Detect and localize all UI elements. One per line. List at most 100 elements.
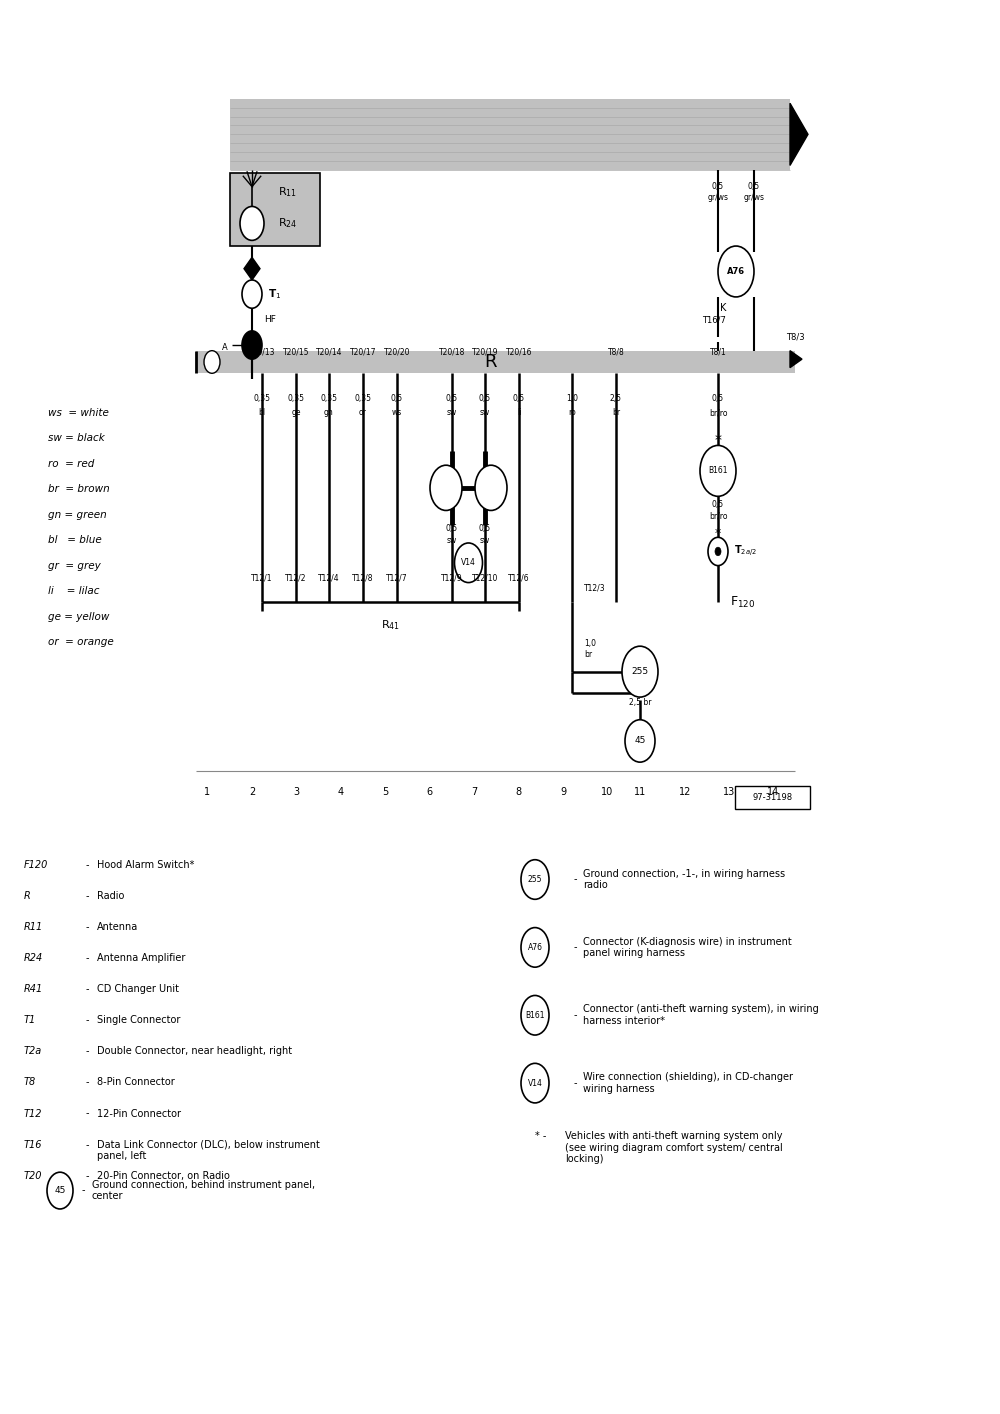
Text: T12/6: T12/6 (508, 574, 530, 583)
Text: sw: sw (480, 409, 490, 417)
Text: br  = brown: br = brown (48, 484, 110, 495)
Circle shape (622, 646, 658, 697)
Text: F$_{120}$: F$_{120}$ (730, 595, 755, 609)
Text: 8-Pin Connector: 8-Pin Connector (97, 1077, 175, 1087)
Text: 4: 4 (338, 786, 344, 797)
Text: T16: T16 (24, 1140, 42, 1150)
Text: ge = yellow: ge = yellow (48, 611, 109, 622)
Text: T12/10: T12/10 (472, 574, 498, 583)
Circle shape (708, 537, 728, 566)
Text: T$_1$: T$_1$ (268, 287, 281, 301)
Text: 14: 14 (767, 786, 779, 797)
Text: bl: bl (258, 409, 266, 417)
Text: -: - (574, 942, 578, 953)
Text: T12/8: T12/8 (352, 574, 374, 583)
Text: 0,5: 0,5 (513, 395, 525, 403)
Text: 255: 255 (631, 667, 649, 676)
Text: 7: 7 (471, 786, 477, 797)
Circle shape (700, 445, 736, 496)
Text: T20/20: T20/20 (384, 348, 410, 356)
Text: 2: 2 (249, 786, 255, 797)
Text: 1,0: 1,0 (566, 395, 578, 403)
Text: R41: R41 (24, 984, 43, 994)
Text: -: - (574, 1077, 578, 1089)
Text: T20/19: T20/19 (472, 348, 498, 356)
Text: 0,35: 0,35 (288, 395, 304, 403)
Text: T12/3: T12/3 (584, 584, 606, 592)
Text: gr/ws: gr/ws (708, 194, 728, 202)
Text: 255: 255 (528, 875, 542, 884)
Text: br: br (612, 409, 620, 417)
Text: Double Connector, near headlight, right: Double Connector, near headlight, right (97, 1046, 292, 1056)
Text: 1: 1 (204, 786, 210, 797)
Circle shape (521, 928, 549, 967)
Text: gr  = grey: gr = grey (48, 560, 101, 571)
Text: 0,35: 0,35 (354, 395, 372, 403)
Text: 45: 45 (54, 1186, 66, 1195)
Text: -: - (82, 1185, 86, 1196)
FancyBboxPatch shape (230, 173, 320, 246)
Text: T12/4: T12/4 (318, 574, 340, 583)
Text: 0,5: 0,5 (446, 525, 458, 533)
Circle shape (47, 1172, 73, 1209)
Polygon shape (790, 103, 808, 165)
Text: Radio: Radio (97, 891, 124, 901)
Circle shape (475, 465, 507, 510)
Text: T12/1: T12/1 (251, 574, 273, 583)
Text: Hood Alarm Switch*: Hood Alarm Switch* (97, 860, 194, 870)
Text: bl   = blue: bl = blue (48, 534, 102, 546)
Text: CD Changer Unit: CD Changer Unit (97, 984, 179, 994)
Text: R11: R11 (24, 922, 43, 932)
Text: 5: 5 (382, 786, 388, 797)
Text: 0,35: 0,35 (254, 395, 270, 403)
Text: V14: V14 (528, 1079, 542, 1087)
Polygon shape (790, 351, 802, 368)
Text: -: - (574, 1010, 578, 1021)
Text: Antenna Amplifier: Antenna Amplifier (97, 953, 185, 963)
Text: *: * (715, 526, 721, 540)
Text: 45: 45 (634, 737, 646, 745)
Text: -: - (86, 922, 90, 932)
Text: 0,5: 0,5 (479, 525, 491, 533)
Text: 0,5: 0,5 (446, 395, 458, 403)
Text: ws  = white: ws = white (48, 407, 109, 419)
Text: 11: 11 (634, 786, 646, 797)
Polygon shape (244, 257, 260, 280)
Circle shape (430, 465, 462, 510)
Text: V14: V14 (461, 559, 476, 567)
Text: 0,5: 0,5 (712, 395, 724, 403)
FancyBboxPatch shape (196, 351, 795, 373)
Text: 0,5: 0,5 (712, 182, 724, 191)
Text: T1: T1 (24, 1015, 36, 1025)
Text: 9: 9 (560, 786, 566, 797)
Circle shape (521, 1063, 549, 1103)
Circle shape (715, 547, 721, 556)
Text: -: - (86, 984, 90, 994)
Text: 8: 8 (515, 786, 521, 797)
Text: -: - (86, 953, 90, 963)
Circle shape (250, 271, 254, 277)
Text: gr/ws: gr/ws (744, 194, 765, 202)
Circle shape (204, 351, 220, 373)
Circle shape (625, 720, 655, 762)
Text: Single Connector: Single Connector (97, 1015, 180, 1025)
Text: Vehicles with anti-theft warning system only
(see wiring diagram comfort system/: Vehicles with anti-theft warning system … (565, 1131, 783, 1164)
Text: 0,35: 0,35 (320, 395, 338, 403)
Text: T8/8: T8/8 (608, 348, 624, 356)
Text: T16/7: T16/7 (702, 315, 726, 324)
Text: T12: T12 (24, 1109, 42, 1118)
Text: R$_{11}$: R$_{11}$ (278, 185, 297, 199)
Text: or  = orange: or = orange (48, 636, 114, 648)
Text: R$_{24}$: R$_{24}$ (278, 216, 297, 230)
Text: ws: ws (392, 409, 402, 417)
Text: li: li (517, 409, 521, 417)
Text: T12/9: T12/9 (441, 574, 463, 583)
Text: 2,5 br: 2,5 br (629, 699, 651, 707)
Text: 2,5: 2,5 (610, 395, 622, 403)
Text: ge: ge (291, 409, 301, 417)
Text: T8/3: T8/3 (786, 332, 804, 341)
Text: * -: * - (535, 1131, 546, 1141)
Text: 13: 13 (723, 786, 735, 797)
Text: T20/13: T20/13 (249, 348, 275, 356)
Text: 97-31198: 97-31198 (752, 793, 793, 802)
